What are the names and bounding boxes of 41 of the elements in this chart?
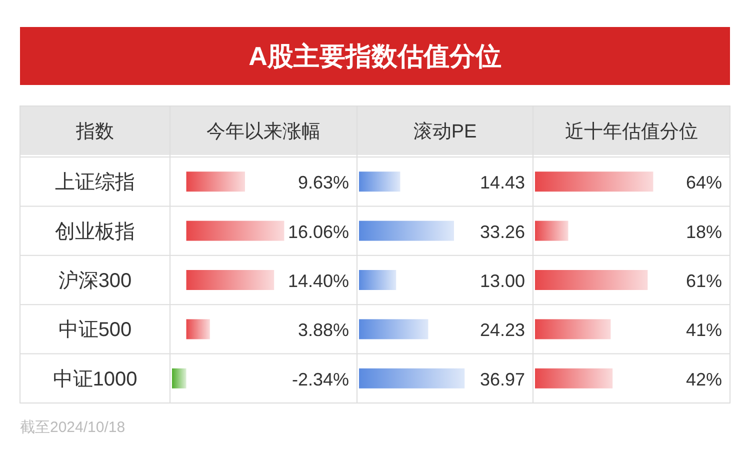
data-label: -2.34%	[292, 369, 349, 390]
bar	[535, 368, 613, 388]
bar	[535, 172, 654, 192]
data-label: 61%	[686, 271, 722, 291]
data-label: 9.63%	[298, 172, 349, 193]
chart-title: 滚动PE	[413, 120, 477, 142]
y-tick-label: 创业板指	[55, 220, 135, 243]
data-label: 14.40%	[288, 271, 349, 291]
data-label: 33.26	[480, 222, 525, 242]
data-label: 14.43	[480, 172, 525, 193]
bar	[359, 220, 454, 241]
y-tick-label: 中证1000	[52, 368, 138, 390]
bar	[186, 319, 210, 340]
bar	[535, 319, 611, 340]
chart-title: 今年以来涨幅	[206, 122, 320, 142]
bar	[186, 270, 274, 290]
bar	[359, 172, 400, 192]
data-label: 3.88%	[298, 320, 349, 340]
data-label: 24.23	[480, 320, 525, 340]
data-label: 13.00	[480, 271, 525, 291]
chart-title: 近十年估值分位	[565, 122, 698, 142]
bar	[359, 270, 396, 290]
y-tick-label: 沪深300	[58, 269, 132, 292]
bar	[359, 368, 465, 388]
bar	[535, 270, 648, 290]
bar	[359, 319, 428, 340]
data-label: 42%	[686, 369, 722, 390]
data-label: 64%	[686, 172, 722, 193]
y-axis-title: 指数	[75, 122, 114, 142]
bar	[172, 368, 186, 388]
y-tick-label: 中证500	[58, 319, 132, 342]
y-tick-label: 上证综指	[55, 172, 135, 194]
data-label: 18%	[686, 222, 722, 242]
text: A股主要指数估值分位	[248, 41, 502, 71]
bar	[186, 220, 284, 241]
bar	[186, 172, 245, 192]
data-label: 36.97	[480, 369, 525, 390]
data-label: 41%	[686, 320, 722, 340]
text: 截至2024/10/18	[20, 419, 126, 436]
data-label: 16.06%	[288, 222, 349, 242]
bar	[535, 220, 568, 241]
